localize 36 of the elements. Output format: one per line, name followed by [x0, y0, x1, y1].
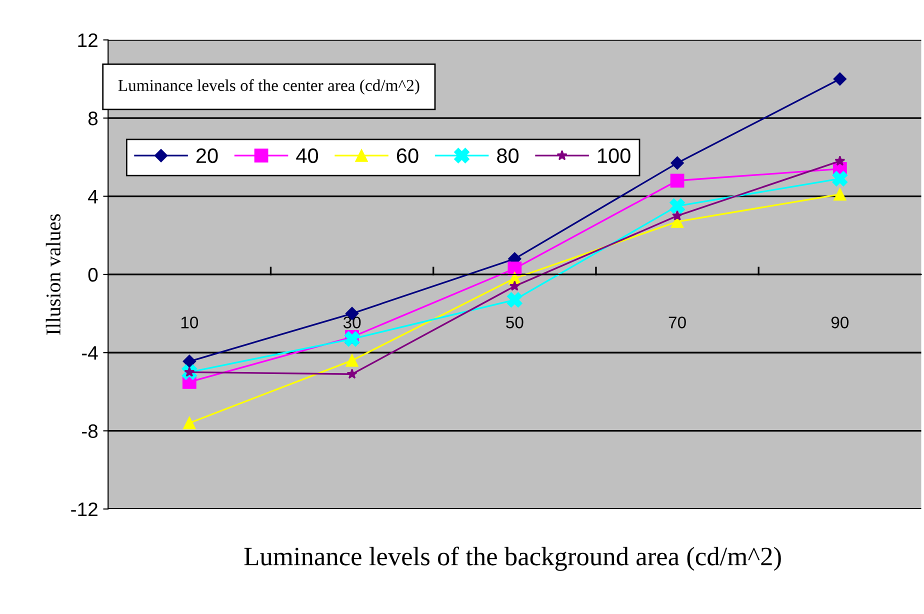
- point: [182, 354, 196, 368]
- point: [672, 210, 683, 220]
- legend-label: 100: [598, 148, 630, 164]
- point: [834, 188, 846, 201]
- y-tick-label: 8: [88, 112, 98, 126]
- legend-label: 40: [296, 148, 318, 164]
- point: [346, 368, 358, 379]
- point: [670, 174, 684, 188]
- x-tick-label: 70: [668, 316, 686, 328]
- y-tick-label: -8: [82, 424, 98, 438]
- point: [832, 171, 848, 186]
- y-tick-label: 0: [88, 268, 98, 282]
- point: [183, 416, 196, 430]
- point: [344, 331, 360, 347]
- x-tick-label: 10: [181, 316, 198, 328]
- x-axis-title: Luminance levels of the background area (cd/m^2): [244, 546, 781, 571]
- y-tick-label: 4: [88, 190, 98, 204]
- point: [507, 292, 522, 308]
- x-tick-label: 30: [343, 316, 361, 328]
- legend-title: Luminance levels of the center area (cd/m^2): [118, 79, 420, 94]
- legend-label: 20: [196, 148, 218, 164]
- legend-label: 60: [396, 148, 418, 164]
- point: [670, 156, 684, 170]
- point: [509, 280, 520, 291]
- point: [346, 354, 358, 367]
- x-tick-label: 50: [506, 316, 524, 328]
- point: [833, 72, 847, 86]
- point: [508, 262, 522, 276]
- y-tick-label: -4: [82, 346, 98, 360]
- x-tick-label: 90: [831, 316, 849, 328]
- y-axis-title: Illusion values: [46, 214, 60, 335]
- point: [834, 156, 846, 166]
- point: [670, 198, 685, 214]
- y-tick-label: -12: [71, 502, 98, 516]
- y-tick-label: 12: [78, 33, 98, 47]
- legend-label: 80: [497, 148, 519, 164]
